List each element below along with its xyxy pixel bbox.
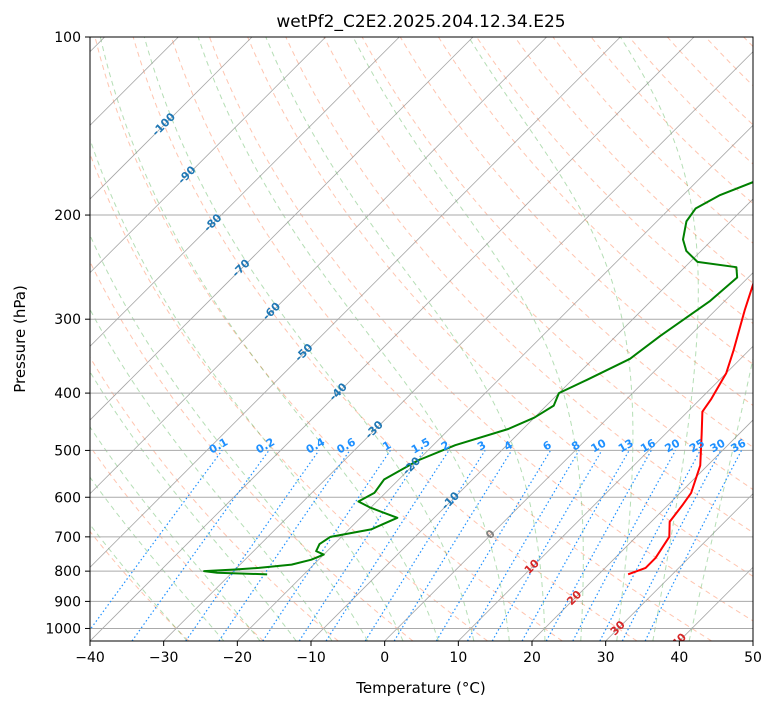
moist-adiabat-line [90, 370, 297, 641]
y-tick-label: 600 [54, 490, 81, 506]
dry-adiabat-line [132, 37, 638, 641]
x-tick-label: 30 [597, 650, 615, 666]
moist-adiabat-line [90, 523, 188, 641]
dry-adiabat-line [209, 37, 753, 622]
isotherm-line [163, 51, 753, 641]
dry-adiabat-line [90, 445, 264, 641]
x-tick-label: 50 [744, 650, 762, 666]
y-tick-label: 700 [54, 530, 81, 546]
x-tick-label: 40 [670, 650, 688, 666]
isotherm-line [605, 493, 753, 641]
dry-adiabats [90, 37, 753, 641]
isotherms [90, 37, 753, 641]
y-tick-label: 200 [54, 208, 81, 224]
mixing-ratio-line [521, 450, 630, 641]
moist-adiabat-line [619, 37, 699, 641]
isotherm-line [90, 37, 400, 347]
x-axis-title: Temperature (°C) [355, 679, 485, 697]
dry-adiabat-line [399, 37, 753, 407]
y-tick-label: 500 [54, 443, 81, 459]
x-tick-label: 10 [449, 650, 467, 666]
moist-adiabat-line [143, 37, 475, 641]
mixing-ratio-line [393, 450, 513, 641]
y-tick-label: 400 [54, 386, 81, 402]
isotherm-line [90, 37, 695, 641]
x-tick-label: −20 [223, 650, 253, 666]
mixing-ratio-line [644, 450, 743, 641]
moist-adiabat-line [265, 37, 546, 641]
moist-adiabats [90, 37, 753, 641]
y-axis-title: Pressure (hPa) [11, 285, 29, 393]
isotherm-line [384, 272, 753, 641]
mixing-ratio-line [218, 450, 351, 641]
y-tick-label: 100 [54, 30, 81, 46]
x-tick-label: −10 [296, 650, 326, 666]
isotherm-line [90, 37, 253, 200]
dry-adiabat-line [90, 152, 488, 641]
mixing-ratio-line [185, 450, 320, 641]
x-axis: −40 −30 −20 −10 0 10 20 30 40 50 [75, 641, 762, 666]
isotherm-line [310, 198, 753, 641]
isotherm-label: 40 [669, 630, 689, 650]
mixing-ratio-line [90, 450, 223, 631]
x-tick-label: −30 [149, 650, 179, 666]
moist-adiabat-line [99, 37, 439, 641]
temperature-profile-line [627, 281, 753, 576]
y-tick-label: 800 [54, 564, 81, 580]
y-tick-label: 1000 [45, 621, 81, 637]
y-tick-label: 300 [54, 312, 81, 328]
moist-adiabat-line [90, 426, 261, 641]
dry-adiabat-line [90, 530, 190, 641]
dry-adiabat-line [90, 356, 339, 641]
x-tick-label: −40 [75, 650, 105, 666]
mixing-ratio-line [325, 450, 450, 641]
isotherm-line [90, 37, 326, 274]
isotherm-line [90, 37, 621, 568]
isotherm-line [237, 124, 753, 641]
dry-adiabat-line [247, 37, 753, 577]
y-tick-label: 900 [54, 594, 81, 610]
y-axis: 100 200 300 400 500 600 700 800 900 1000 [45, 30, 90, 637]
dry-adiabat-line [94, 37, 563, 641]
mixing-ratio-line [262, 450, 391, 641]
dry-adiabat-line [170, 37, 712, 641]
isotherm-line [531, 419, 753, 641]
dewpoint-profile-line [203, 181, 753, 576]
mixing-ratio-line [131, 450, 270, 641]
moist-adiabat-line [90, 233, 369, 641]
x-tick-label: 20 [523, 650, 541, 666]
isotherm-line [90, 37, 547, 495]
isotherm-line [90, 37, 474, 421]
mixing-ratio-line [572, 450, 677, 641]
x-tick-label: 0 [380, 650, 389, 666]
moist-adiabat-line [90, 476, 225, 641]
mixing-ratio-lines [90, 450, 743, 641]
chart-title: wetPf2_C2E2.2025.204.12.34.E25 [276, 12, 565, 32]
moist-adiabat-line [352, 37, 584, 641]
isotherm-line [458, 345, 753, 641]
plot-area: -100-90-80-70-60-50-40-30-20-10010203040… [90, 37, 753, 650]
mixing-ratio-line [621, 450, 722, 641]
mixing-ratio-line [545, 450, 652, 641]
dry-adiabat-line [514, 37, 753, 284]
series-layer [203, 181, 753, 576]
mixing-ratio-line [298, 450, 425, 641]
moist-adiabat-line [90, 137, 404, 641]
plot-frame [89, 36, 754, 642]
